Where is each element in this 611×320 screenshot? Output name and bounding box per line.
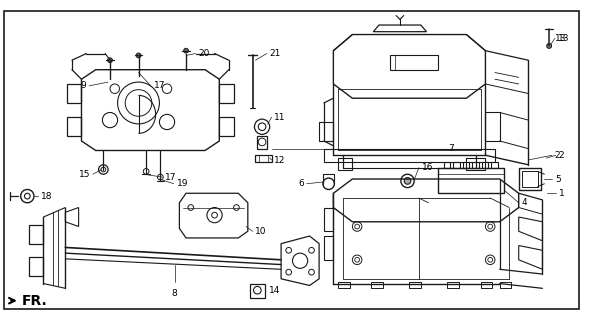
Text: 2: 2	[558, 151, 564, 160]
Text: 19: 19	[177, 179, 188, 188]
Text: 6: 6	[298, 179, 304, 188]
Text: 5: 5	[555, 174, 560, 183]
Text: 4: 4	[522, 198, 527, 207]
Text: 9: 9	[81, 81, 86, 90]
Text: 15: 15	[79, 170, 90, 179]
Text: 10: 10	[255, 227, 267, 236]
Text: 11: 11	[274, 113, 286, 122]
Circle shape	[404, 178, 411, 184]
Text: 12: 12	[274, 156, 286, 164]
Text: 8: 8	[172, 289, 178, 298]
Circle shape	[547, 44, 552, 48]
Text: 17: 17	[154, 81, 165, 90]
Text: 7: 7	[448, 144, 454, 153]
Text: 17: 17	[165, 172, 177, 182]
Text: 1: 1	[558, 189, 565, 198]
Circle shape	[108, 58, 112, 63]
Text: 20: 20	[199, 49, 210, 58]
Circle shape	[184, 48, 188, 53]
Text: FR.: FR.	[21, 294, 48, 308]
Text: 21: 21	[269, 49, 281, 58]
Text: 13: 13	[555, 34, 566, 43]
Circle shape	[136, 53, 141, 58]
Text: 14: 14	[269, 286, 280, 295]
Text: 13: 13	[558, 34, 569, 43]
Text: 16: 16	[422, 163, 433, 172]
Text: 18: 18	[40, 192, 52, 201]
Text: 2: 2	[554, 151, 560, 160]
